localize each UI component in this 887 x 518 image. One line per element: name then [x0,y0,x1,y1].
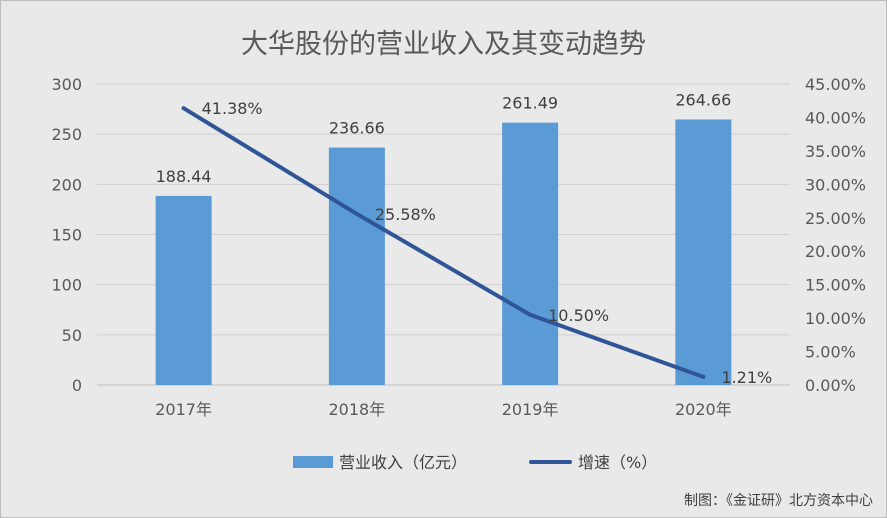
y-left-tick-label: 300 [51,75,82,94]
bar-data-label: 236.66 [329,119,385,138]
line-data-label: 41.38% [202,99,263,118]
line-point [701,374,706,379]
growth-line [181,106,706,379]
line-point [354,211,359,216]
y-left-tick-label: 250 [51,125,82,144]
bar-data-label: 261.49 [502,94,558,113]
legend-label-growth: 增速（%） [578,453,657,472]
y-right-tick-label: 15.00% [805,276,866,295]
y-right-tick-label: 40.00% [805,108,866,127]
legend-label-revenue: 营业收入（亿元） [339,453,467,472]
y-right-tick-label: 10.00% [805,309,866,328]
bar [155,195,212,385]
bar [328,147,385,385]
line-data-label: 25.58% [375,205,436,224]
y-right-tick-label: 20.00% [805,242,866,261]
y-right-tick-label: 5.00% [805,343,856,362]
y-right-tick-label: 45.00% [805,75,866,94]
y-left-tick-label: 200 [51,175,82,194]
y-left-tick-label: 50 [62,326,82,345]
bar [502,122,559,385]
bar [675,119,732,386]
bar-data-label: 264.66 [675,90,731,109]
line-point [181,106,186,111]
y-right-tick-label: 35.00% [805,142,866,161]
line-data-label: 10.50% [548,306,609,325]
chart-title: 大华股份的营业收入及其变动趋势 [241,29,646,60]
x-tick-label: 2020年 [675,400,732,419]
y-right-tick-label: 0.00% [805,376,856,395]
y-right-tick-label: 30.00% [805,175,866,194]
x-tick-label: 2019年 [502,400,559,419]
y-left-tick-label: 0 [72,376,82,395]
legend-swatch-revenue [293,456,333,468]
bar-data-label: 188.44 [156,167,212,186]
x-tick-label: 2018年 [329,400,386,419]
x-tick-label: 2017年 [155,400,212,419]
y-left-tick-label: 150 [51,226,82,245]
line-point [528,312,533,317]
y-right-tick-label: 25.00% [805,209,866,228]
line-data-label: 1.21% [721,368,772,387]
source-credit: 制图：《金证研》北方资本中心 [684,493,873,509]
y-left-tick-label: 100 [51,276,82,295]
